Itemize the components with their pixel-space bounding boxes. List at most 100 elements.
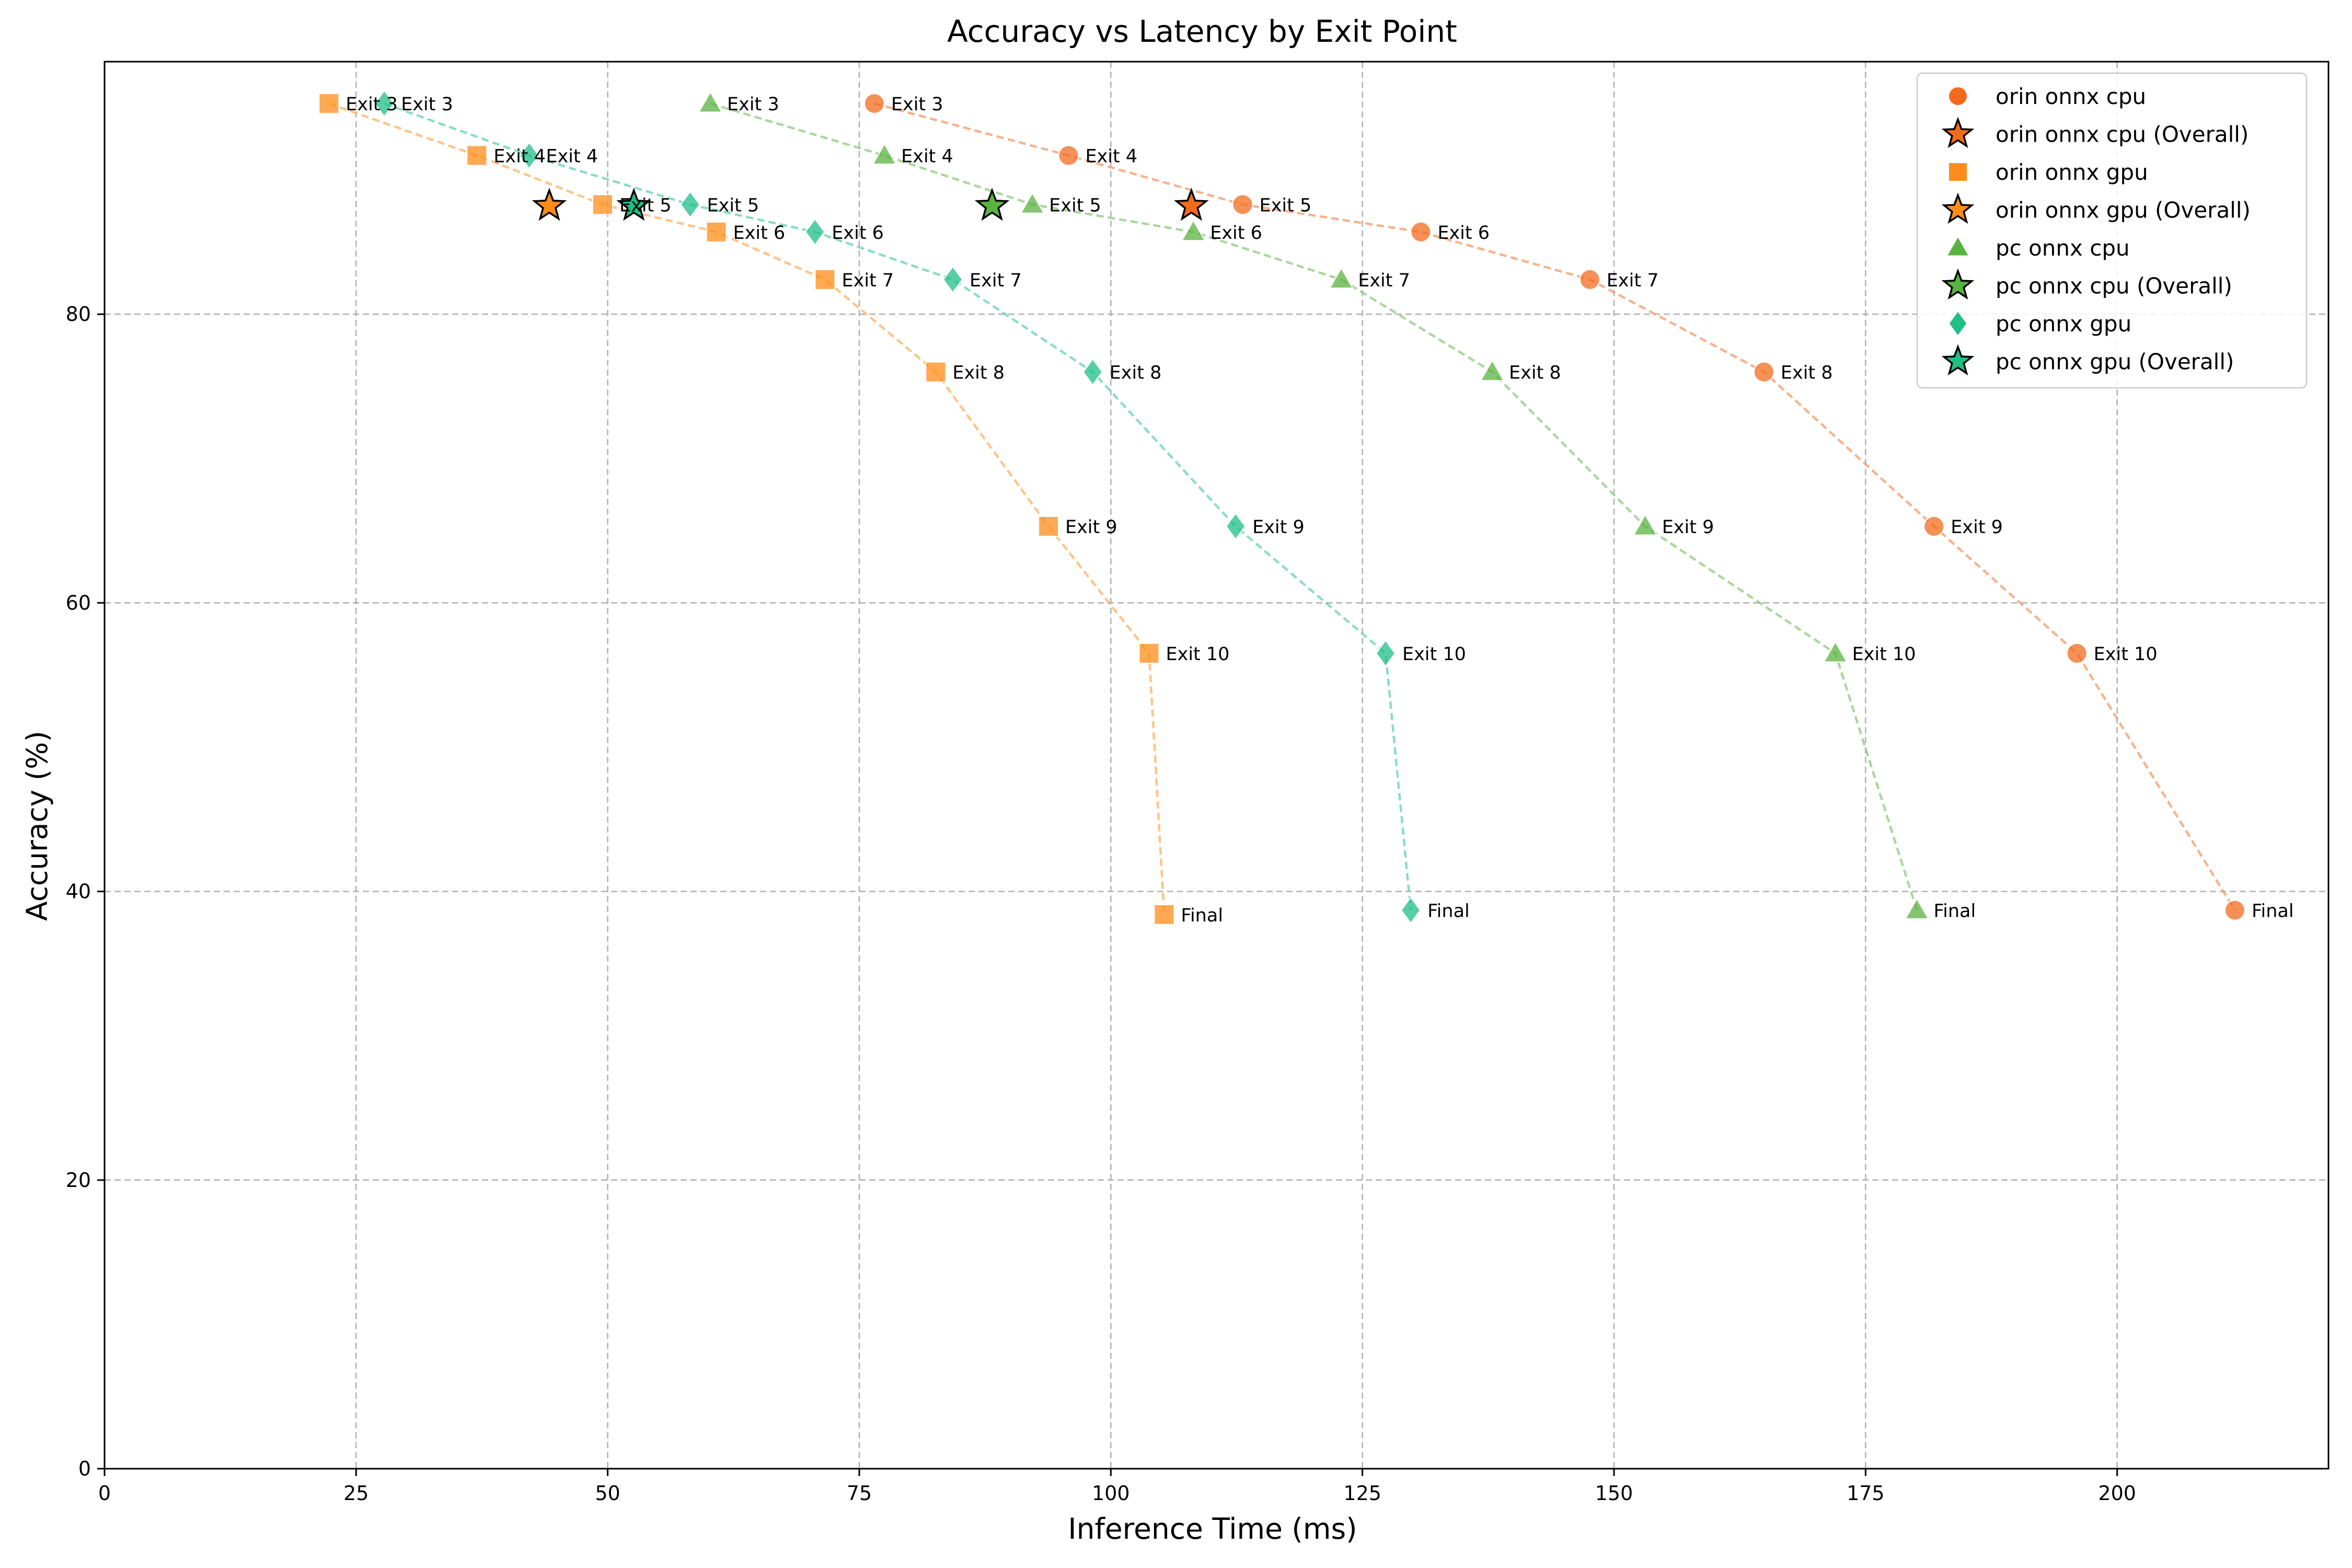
chart-title: Accuracy vs Latency by Exit Point <box>947 14 1457 49</box>
data-point <box>1232 194 1253 215</box>
point-label: Exit 6 <box>1210 223 1262 244</box>
point-label: Exit 6 <box>1437 223 1490 244</box>
data-point <box>1138 643 1160 664</box>
data-point <box>1823 641 1848 663</box>
point-label: Final <box>1427 901 1470 921</box>
point-label: Final <box>1934 901 1976 921</box>
x-tick-label: 75 <box>847 1482 872 1505</box>
axis-ticks: 0 25 50 75 100 125 150 175 200 0 20 40 60 80 <box>66 303 2136 1505</box>
data-point <box>863 93 885 114</box>
data-point <box>680 190 700 218</box>
data-point <box>519 142 539 169</box>
x-tick-label: 175 <box>1847 1482 1885 1505</box>
data-point <box>942 266 963 294</box>
data-point <box>1480 359 1505 382</box>
legend-label: pc onnx cpu (Overall) <box>1996 273 2232 299</box>
data-point <box>1037 516 1059 537</box>
x-tick-label: 50 <box>595 1482 620 1505</box>
point-label: Exit 3 <box>401 94 453 115</box>
data-point <box>1410 221 1432 243</box>
data-point <box>1753 361 1774 383</box>
x-tick-label: 25 <box>343 1482 368 1505</box>
data-point <box>872 143 897 165</box>
data-point <box>1020 192 1045 214</box>
data-point <box>1375 639 1396 667</box>
data-points <box>318 89 2245 925</box>
point-label: Exit 9 <box>1252 517 1305 538</box>
point-label: Exit 8 <box>1509 363 1561 384</box>
data-point <box>1225 512 1246 540</box>
point-label: Exit 4 <box>901 146 953 167</box>
data-point <box>1058 145 1079 166</box>
x-tick-label: 100 <box>1092 1482 1130 1505</box>
legend-marker <box>1949 87 1967 105</box>
data-point <box>706 221 727 243</box>
x-axis-label: Inference Time (ms) <box>1068 1512 1357 1546</box>
data-point <box>1181 219 1206 241</box>
legend-label: orin onnx gpu (Overall) <box>1996 198 2251 223</box>
legend-label: orin onnx cpu <box>1996 84 2146 109</box>
x-tick-label: 200 <box>2098 1482 2136 1505</box>
data-point <box>925 361 947 383</box>
data-point <box>814 269 836 290</box>
legend-label: pc onnx cpu <box>1996 235 2130 261</box>
legend-marker <box>1949 312 1967 336</box>
legend-marker <box>1941 192 1975 224</box>
point-label: Exit 9 <box>1662 517 1714 538</box>
point-label: Exit 5 <box>619 195 672 216</box>
data-point <box>1923 516 1945 537</box>
data-point <box>1633 514 1658 536</box>
data-point <box>805 218 825 246</box>
series-line <box>384 102 1412 910</box>
point-label: Exit 6 <box>733 223 786 244</box>
legend-label: orin onnx cpu (Overall) <box>1996 122 2249 147</box>
legend: orin onnx cpu orin onnx cpu (Overall) orin… <box>1916 72 2308 389</box>
data-point <box>2224 900 2245 921</box>
y-tick-label: 20 <box>66 1169 91 1192</box>
data-point <box>1082 358 1103 386</box>
x-tick-label: 150 <box>1595 1482 1633 1505</box>
y-tick-label: 60 <box>66 591 91 614</box>
point-label: Exit 9 <box>1951 517 2003 538</box>
point-label: Exit 3 <box>891 94 943 115</box>
overall-point <box>532 188 567 221</box>
data-point <box>1904 897 1930 919</box>
point-label: Exit 4 <box>1085 146 1137 167</box>
y-tick-label: 40 <box>66 880 91 903</box>
point-label: Exit 5 <box>707 195 759 216</box>
point-label: Exit 8 <box>1781 363 1833 384</box>
point-label: Exit 8 <box>952 363 1005 384</box>
legend-label: pc onnx gpu (Overall) <box>1996 349 2234 375</box>
point-label: Exit 4 <box>493 146 546 167</box>
point-label: Exit 10 <box>1852 644 1916 665</box>
point-label: Exit 8 <box>1110 363 1162 384</box>
point-label: Exit 9 <box>1065 517 1117 538</box>
data-point <box>592 194 614 215</box>
legend-label: orin onnx gpu <box>1996 159 2148 185</box>
legend-marker <box>1941 117 1975 148</box>
legend-label: pc onnx gpu <box>1996 311 2131 337</box>
series-line <box>328 102 1166 915</box>
point-label: Exit 3 <box>345 94 398 115</box>
point-label: Exit 7 <box>842 270 894 291</box>
legend-marker <box>1947 237 1968 256</box>
data-point <box>466 145 488 166</box>
x-tick-label: 125 <box>1343 1482 1381 1505</box>
data-point <box>698 91 723 113</box>
point-label: Exit 10 <box>1166 644 1230 665</box>
data-point <box>1400 896 1421 924</box>
overall-point <box>616 188 652 221</box>
data-point <box>1579 269 1600 290</box>
point-label: Exit 7 <box>1358 270 1410 291</box>
data-point <box>1329 267 1354 289</box>
point-labels: Exit 3 Exit 4 Exit 5 Exit 6 Exit 7 Exit 8 Exit… <box>345 94 2293 926</box>
y-axis-label: Accuracy (%) <box>20 731 54 921</box>
point-label: Exit 3 <box>727 94 779 115</box>
point-label: Exit 10 <box>1402 644 1466 665</box>
point-label: Final <box>1181 905 1223 926</box>
y-tick-label: 0 <box>78 1457 91 1480</box>
data-point <box>2066 643 2088 664</box>
point-label: Exit 6 <box>832 223 884 244</box>
plot-frame <box>103 61 2330 1470</box>
